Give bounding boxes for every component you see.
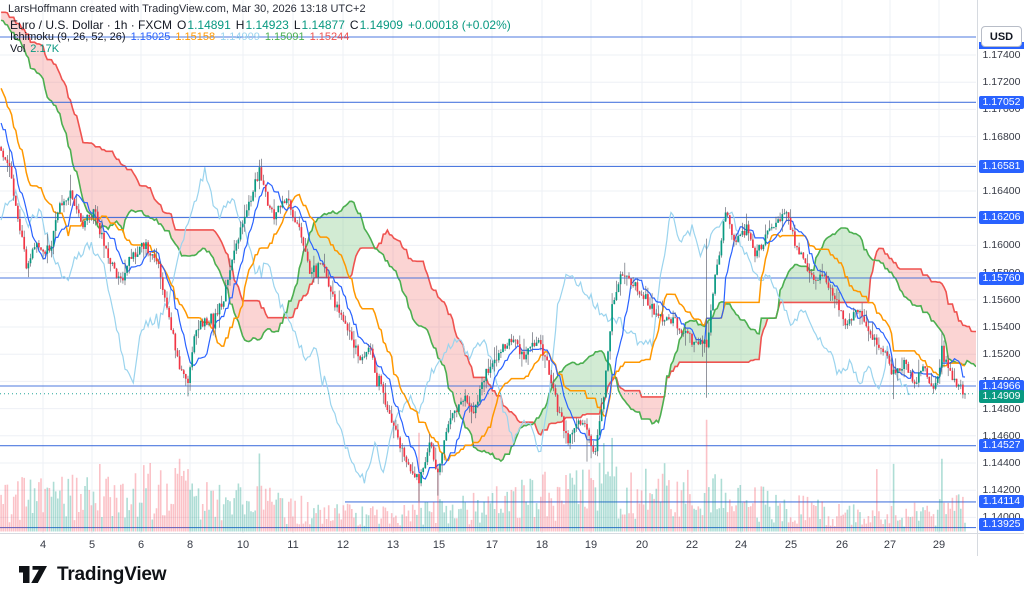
price-axis-tick: 1.15400: [982, 321, 1021, 333]
ichimoku-lead1-value: 1.15091: [264, 31, 305, 43]
time-axis-label: 8: [186, 539, 194, 551]
price-axis-tick: 1.16000: [982, 239, 1021, 251]
time-axis-label: 26: [835, 539, 849, 551]
time-axis-label: 29: [932, 539, 946, 551]
time-axis-label: 10: [236, 539, 250, 551]
ohlc-low-value: 1.14877: [301, 18, 345, 32]
ichimoku-lead2-value: 1.15244: [309, 31, 350, 43]
price-axis-tick: 1.14800: [982, 403, 1021, 415]
time-axis-label: 24: [734, 539, 748, 551]
price-axis-tick: 1.15600: [982, 294, 1021, 306]
volume-title[interactable]: Vol: [10, 43, 26, 55]
footer: TradingView: [0, 556, 1024, 594]
price-chart[interactable]: [0, 0, 976, 533]
ohlc-open-value: 1.14891: [187, 18, 231, 32]
price-level-label: 1.17052: [979, 96, 1024, 109]
ichimoku-lagging-value: 1.14909: [220, 31, 260, 43]
price-axis-tick: 1.14400: [982, 457, 1021, 469]
ohlc-low-label: L: [293, 18, 301, 32]
price-axis-tick: 1.16800: [982, 131, 1021, 143]
time-axis-label: 25: [784, 539, 798, 551]
price-level-label: 1.16206: [979, 211, 1024, 224]
time-axis-label: 6: [137, 539, 145, 551]
ohlc-close-value: 1.14909: [359, 18, 403, 32]
time-axis-label: 17: [485, 539, 499, 551]
time-axis-label: 13: [386, 539, 400, 551]
price-level-label: 1.16581: [979, 160, 1024, 173]
price-axis-tick: 1.15200: [982, 348, 1021, 360]
time-axis-label: 12: [336, 539, 350, 551]
time-axis-label: 4: [39, 539, 47, 551]
ichimoku-legend[interactable]: Ichimoku (9, 26, 52, 26) 1.15025 1.15158 1.…: [10, 32, 516, 43]
price-level-label: 1.14114: [979, 495, 1024, 508]
watermark: LarsHoffmann created with TradingView.co…: [8, 3, 366, 15]
time-axis-label: 27: [883, 539, 897, 551]
time-axis-label: 19: [584, 539, 598, 551]
currency-toggle-button[interactable]: USD: [981, 26, 1022, 47]
last-price-label: 1.14909: [979, 390, 1024, 403]
price-level-label: 1.13925: [979, 518, 1024, 531]
price-axis-tick: 1.14200: [982, 484, 1021, 496]
price-level-label: 1.14527: [979, 439, 1024, 452]
price-level-label: 1.14966: [979, 380, 1024, 393]
chart-legend: Euro / U.S. Dollar · 1h · FXCM O1.14891 H1…: [10, 19, 516, 56]
price-level-label: 1.15760: [979, 272, 1024, 285]
time-axis-label: 15: [432, 539, 446, 551]
ohlc-high-label: H: [235, 18, 245, 32]
axis-corner: [977, 533, 1024, 557]
time-axis-label: 22: [685, 539, 699, 551]
time-axis-label: 5: [88, 539, 96, 551]
tradingview-logo[interactable]: TradingView: [18, 563, 167, 586]
tradingview-logo-icon: [19, 566, 47, 583]
ichimoku-conversion-value: 1.15025: [130, 31, 171, 43]
time-axis[interactable]: 4 5 6 8 10 11 12 13 15 17 18 19 20 22 24 25 26 27 29: [0, 533, 977, 557]
price-axis-tick: 1.16400: [982, 185, 1021, 197]
price-axis-tick: 1.17400: [982, 49, 1021, 61]
time-axis-label: 18: [535, 539, 549, 551]
volume-value: 2.17K: [30, 43, 60, 55]
ohlc-close-label: C: [349, 18, 359, 32]
symbol-legend[interactable]: Euro / U.S. Dollar · 1h · FXCM O1.14891 H1…: [10, 19, 516, 31]
time-axis-label: 11: [287, 539, 299, 551]
ohlc-change-value: +0.00018 (+0.02%): [407, 18, 511, 32]
ichimoku-title[interactable]: Ichimoku (9, 26, 52, 26): [10, 31, 126, 43]
ohlc-open-label: O: [177, 18, 187, 32]
price-axis[interactable]: USD 1.174001.172001.170001.168001.166001…: [977, 0, 1024, 533]
ohlc-high-value: 1.14923: [245, 18, 289, 32]
tradingview-logo-text: TradingView: [57, 563, 167, 585]
volume-legend[interactable]: Vol 2.17K: [10, 44, 516, 55]
price-axis-tick: 1.17200: [982, 76, 1021, 88]
time-axis-label: 20: [635, 539, 649, 551]
symbol-title[interactable]: Euro / U.S. Dollar · 1h · FXCM: [10, 18, 173, 32]
ichimoku-base-value: 1.15158: [175, 31, 216, 43]
